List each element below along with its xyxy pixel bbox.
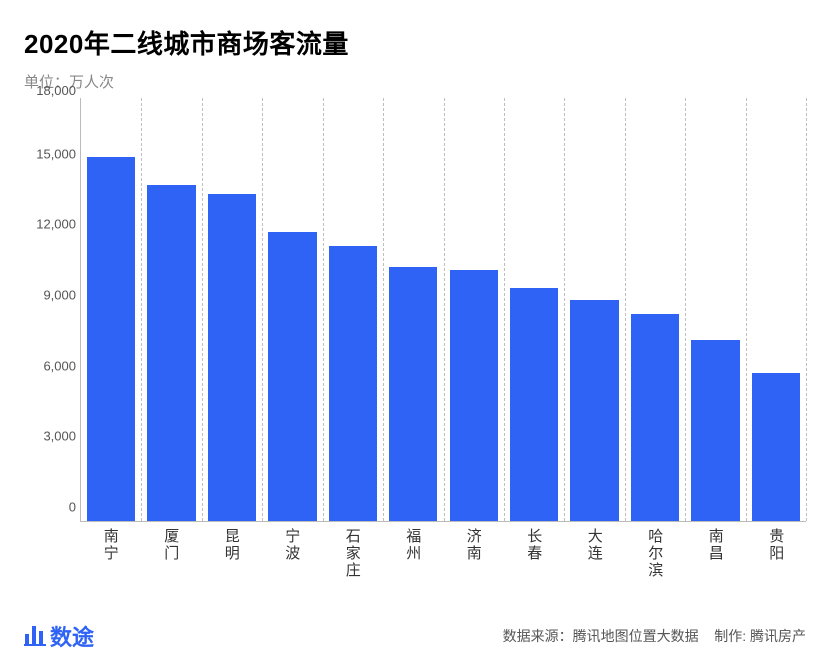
chart-title: 2020年二线城市商场客流量	[24, 24, 806, 61]
bar	[510, 288, 558, 521]
x-tick-label: 福州	[402, 528, 423, 612]
x-tick-label: 贵阳	[765, 528, 786, 612]
y-tick-label: 12,000	[36, 217, 76, 232]
x-tick-slot: 贵阳	[746, 522, 807, 612]
x-tick-label: 哈尔滨	[644, 528, 665, 612]
x-tick-label: 厦门	[160, 528, 181, 612]
bar	[450, 270, 498, 521]
madeby-label: 制作:	[714, 628, 746, 644]
x-tick-slot: 长春	[504, 522, 565, 612]
x-tick-label: 济南	[463, 528, 484, 612]
chart-area: 03,0006,0009,00012,00015,00018,000 南宁厦门昆…	[24, 98, 806, 612]
grid-vertical	[564, 98, 565, 521]
bar	[329, 246, 377, 521]
bar-slot	[444, 98, 504, 521]
bar	[752, 373, 800, 521]
bar-slot	[564, 98, 624, 521]
bar-slot	[504, 98, 564, 521]
chart-container: 2020年二线城市商场客流量 单位：万人次 0 3,000 6,000 9,000 12…	[0, 0, 830, 664]
bar-slot	[262, 98, 322, 521]
y-axis: 03,0006,0009,00012,00015,00018,000	[24, 98, 80, 522]
x-tick-slot: 哈尔滨	[625, 522, 686, 612]
y-tick-label: 15,000	[36, 146, 76, 161]
bar-slot	[141, 98, 201, 521]
x-tick-slot: 济南	[443, 522, 504, 612]
brand: 数途	[24, 620, 94, 652]
grid-vertical	[625, 98, 626, 521]
bar	[268, 232, 316, 521]
footer: 数途 数据来源：腾讯地图位置大数据 制作: 腾讯房产	[24, 618, 806, 654]
bar	[691, 340, 739, 521]
x-axis: 南宁厦门昆明宁波 石家庄 福州济南长春大连 哈尔滨 南昌贵阳	[80, 522, 806, 612]
grid-vertical	[202, 98, 203, 521]
bar-slot	[746, 98, 806, 521]
x-tick-slot: 石家庄	[322, 522, 383, 612]
x-tick-slot: 南昌	[685, 522, 746, 612]
y-tick-label: 0	[69, 500, 76, 515]
bar-slot	[685, 98, 745, 521]
grid-vertical	[323, 98, 324, 521]
bar	[87, 157, 135, 521]
bar	[147, 185, 195, 521]
grid-vertical	[444, 98, 445, 521]
grid-vertical	[504, 98, 505, 521]
grid-vertical	[806, 98, 807, 521]
source-value: 腾讯地图位置大数据	[573, 628, 699, 644]
y-tick-label: 18,000	[36, 83, 76, 98]
x-tick-slot: 厦门	[141, 522, 202, 612]
x-tick-label: 南宁	[100, 528, 121, 612]
plot-area	[80, 98, 806, 522]
y-tick-label: 3,000	[43, 429, 76, 444]
bar-chart-icon	[24, 626, 46, 646]
grid-vertical	[141, 98, 142, 521]
bar-slot	[625, 98, 685, 521]
bar	[570, 300, 618, 521]
bar-slot	[202, 98, 262, 521]
grid-vertical	[746, 98, 747, 521]
x-tick-label: 长春	[523, 528, 544, 612]
bar-slot	[81, 98, 141, 521]
bar-slot	[323, 98, 383, 521]
bar-slot	[383, 98, 443, 521]
x-tick-label: 石家庄	[342, 528, 363, 612]
bar	[631, 314, 679, 521]
madeby-value: 腾讯房产	[750, 628, 806, 644]
grid-vertical	[383, 98, 384, 521]
source-label: 数据来源：	[503, 628, 573, 644]
x-tick-slot: 福州	[383, 522, 444, 612]
bar	[208, 194, 256, 521]
x-tick-label: 宁波	[281, 528, 302, 612]
y-tick-label: 6,000	[43, 358, 76, 373]
x-tick-slot: 宁波	[262, 522, 323, 612]
chart-subtitle: 单位：万人次	[24, 71, 806, 92]
x-tick-slot: 大连	[564, 522, 625, 612]
y-tick-label: 9,000	[43, 288, 76, 303]
x-tick-slot: 昆明	[201, 522, 262, 612]
x-tick-label: 大连	[584, 528, 605, 612]
grid-vertical	[685, 98, 686, 521]
x-tick-label: 南昌	[705, 528, 726, 612]
grid-vertical	[262, 98, 263, 521]
brand-name: 数途	[50, 620, 94, 652]
x-tick-slot: 南宁	[80, 522, 141, 612]
x-tick-label: 昆明	[221, 528, 242, 612]
source-line: 数据来源：腾讯地图位置大数据 制作: 腾讯房产	[503, 626, 806, 646]
bar	[389, 267, 437, 521]
